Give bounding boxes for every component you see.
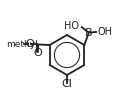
Text: OH: OH <box>98 27 113 37</box>
Text: O: O <box>25 39 34 49</box>
Text: methyl: methyl <box>7 40 38 49</box>
Text: Cl: Cl <box>62 79 72 89</box>
Text: O: O <box>33 48 42 58</box>
Text: B: B <box>85 28 93 38</box>
Text: HO: HO <box>64 21 79 31</box>
